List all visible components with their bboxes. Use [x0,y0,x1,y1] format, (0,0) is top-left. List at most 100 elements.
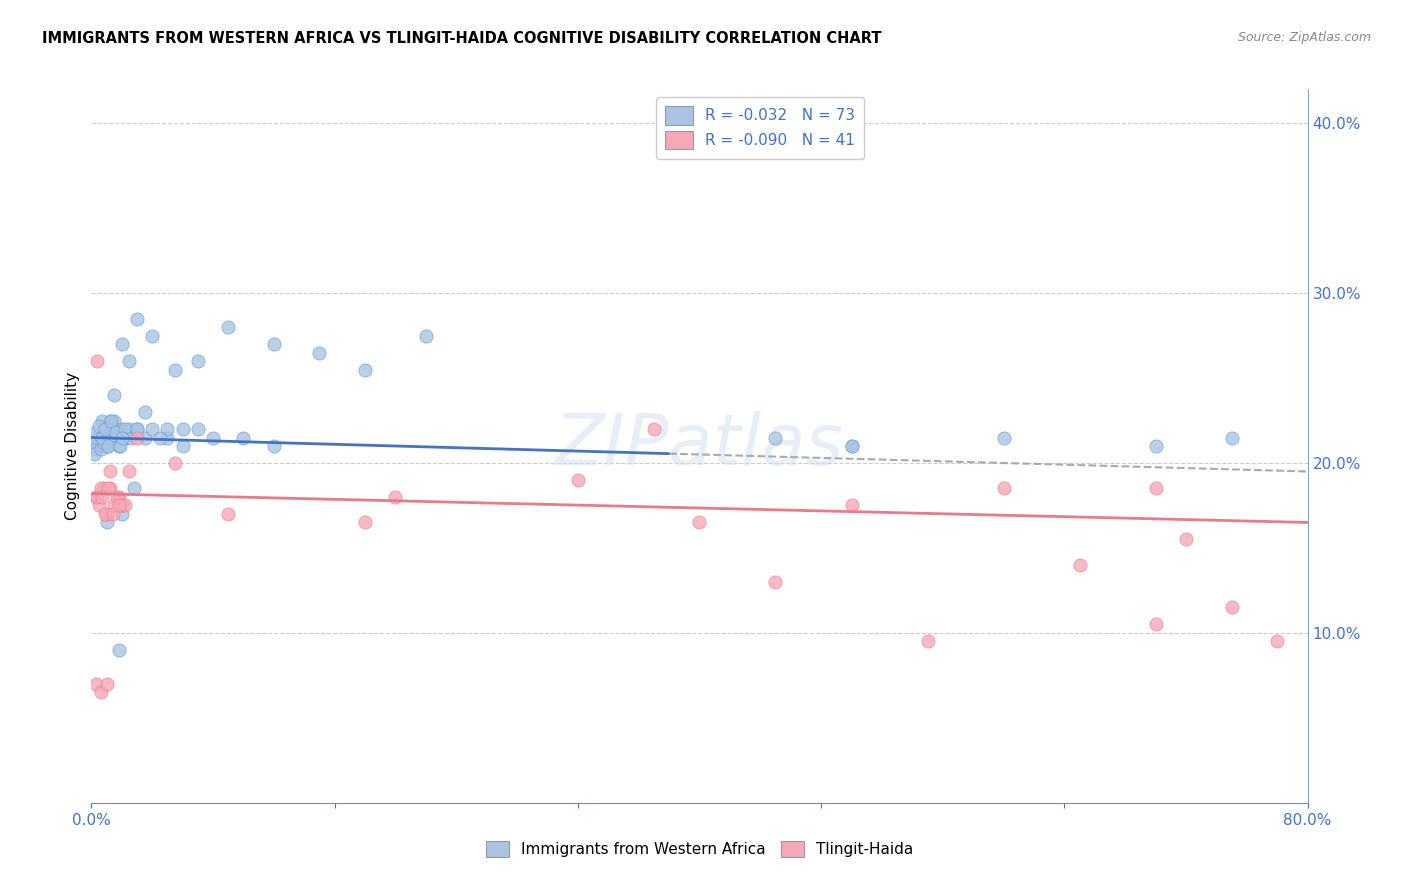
Point [96,439,118,453]
Point [134,405,156,419]
Point [84,442,107,457]
Point [1265,634,1288,648]
Point [91,490,114,504]
Point [217,507,239,521]
Point [97,482,120,496]
Y-axis label: Cognitive Disability: Cognitive Disability [65,372,80,520]
Point [134,430,156,444]
Point [89,685,111,699]
Point [104,430,127,444]
Text: ZIPatlas: ZIPatlas [555,411,844,481]
Point [84,677,107,691]
Point [107,490,129,504]
Point [86,490,108,504]
Point [118,422,141,436]
Point [163,362,186,376]
Point [172,439,194,453]
Point [98,413,121,427]
Point [156,422,179,436]
Point [125,311,148,326]
Point [643,422,665,436]
Point [100,422,122,436]
Point [1144,439,1167,453]
Point [96,422,118,436]
Point [97,430,120,444]
Point [93,422,115,436]
Point [354,362,377,376]
Point [415,328,437,343]
Point [103,388,125,402]
Point [83,448,105,462]
Point [1144,617,1167,632]
Point [114,422,136,436]
Point [384,490,406,504]
Point [84,490,107,504]
Point [114,499,136,513]
Point [1144,482,1167,496]
Point [97,439,120,453]
Point [688,516,710,530]
Point [1220,430,1243,444]
Point [163,456,186,470]
Point [120,430,142,444]
Point [107,643,129,657]
Point [149,430,172,444]
Point [93,482,115,496]
Point [187,354,209,368]
Point [354,516,377,530]
Text: IMMIGRANTS FROM WESTERN AFRICA VS TLINGIT-HAIDA COGNITIVE DISABILITY CORRELATION: IMMIGRANTS FROM WESTERN AFRICA VS TLINGI… [42,31,882,46]
Point [107,439,129,453]
Point [103,425,125,440]
Point [86,430,108,444]
Point [107,499,129,513]
Point [993,430,1015,444]
Point [96,507,118,521]
Point [101,507,124,521]
Point [841,439,863,453]
Point [765,430,787,444]
Point [114,430,136,444]
Point [263,337,285,351]
Point [187,422,209,436]
Point [87,418,110,433]
Text: Source: ZipAtlas.com: Source: ZipAtlas.com [1237,31,1371,45]
Point [86,354,108,368]
Point [765,574,787,589]
Point [567,473,589,487]
Point [103,499,125,513]
Point [118,465,141,479]
Point [105,490,128,504]
Point [87,499,110,513]
Point [217,320,239,334]
Point [263,439,285,453]
Point [91,413,114,427]
Point [141,422,163,436]
Point [111,422,134,436]
Point [101,418,124,433]
Point [122,482,145,496]
Point [89,482,111,496]
Point [111,430,134,444]
Point [100,413,122,427]
Point [98,482,121,496]
Point [125,430,148,444]
Point [202,430,225,444]
Point [1069,558,1091,572]
Point [98,465,121,479]
Point [1220,600,1243,615]
Point [232,430,254,444]
Point [89,435,111,450]
Point [118,354,141,368]
Legend: Immigrants from Western Africa, Tlingit-Haida: Immigrants from Western Africa, Tlingit-… [479,835,920,863]
Point [94,507,117,521]
Point [110,439,132,453]
Point [125,422,148,436]
Point [1175,533,1198,547]
Point [104,425,127,440]
Point [96,516,118,530]
Point [96,439,118,453]
Point [94,422,117,436]
Point [103,413,125,427]
Point [111,499,134,513]
Point [96,677,118,691]
